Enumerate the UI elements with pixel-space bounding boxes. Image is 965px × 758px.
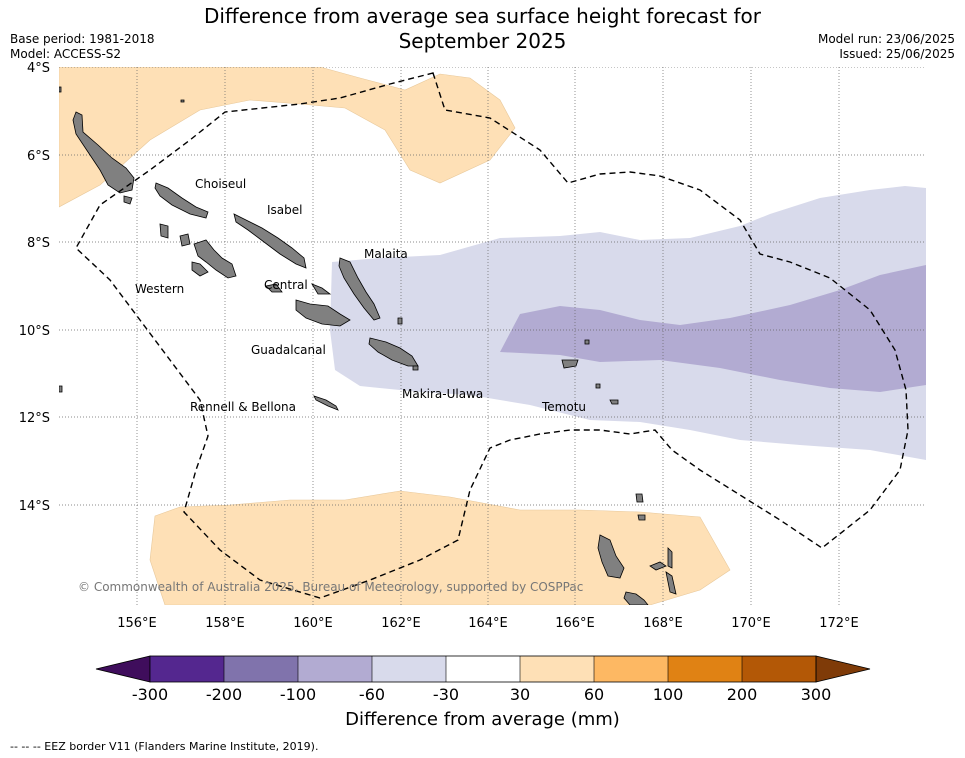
- anomaly-positive-north: [59, 67, 516, 208]
- islands: [59, 86, 677, 605]
- lon-label: 156°E: [117, 616, 157, 631]
- island-new-georgia: [193, 239, 237, 279]
- colorbar-bin: [224, 656, 298, 682]
- colorbar-bin: [446, 656, 520, 682]
- island-sikaiana: [397, 317, 403, 325]
- colorbar-extend-low: [95, 655, 151, 683]
- lon-label: 160°E: [293, 616, 333, 631]
- place-malaita: Malaita: [364, 247, 408, 261]
- model-run: Model run: 23/06/2025: [817, 32, 955, 46]
- colorbar-extend-high: [815, 655, 871, 683]
- colorbar: -300 -200 -100 -60 -30 30 60 100 200 300: [95, 655, 871, 704]
- place-choiseul: Choiseul: [195, 177, 246, 191]
- lon-label: 168°E: [643, 616, 683, 631]
- island-pentecost: [665, 571, 677, 595]
- lon-label: 172°E: [819, 616, 859, 631]
- island-rennell: [313, 395, 339, 411]
- island-choiseul: [154, 182, 209, 219]
- eez-legend-note: -- -- -- EEZ border V11 (Flanders Marine…: [10, 740, 319, 753]
- colorbar-tick: -200: [206, 685, 242, 704]
- island-isabel: [233, 213, 307, 269]
- island-espiritu-santo: [597, 534, 625, 579]
- island-nukumanu: [59, 86, 62, 93]
- place-temotu: Temotu: [541, 400, 586, 414]
- island-russell: [265, 283, 283, 293]
- island-ulawa: [412, 365, 419, 371]
- place-makira: Makira-Ulawa: [402, 387, 483, 401]
- island-banks: [635, 493, 644, 503]
- lon-label: 162°E: [381, 616, 421, 631]
- colorbar-tick: -300: [132, 685, 168, 704]
- island-vanikoro: [595, 383, 601, 389]
- place-guadalcanal: Guadalcanal: [251, 343, 326, 357]
- lon-label: 170°E: [731, 616, 771, 631]
- map-area: [59, 67, 926, 605]
- island-santa-cruz: [561, 359, 579, 369]
- title-line-2: September 2025: [398, 29, 567, 53]
- lat-label: 14°S: [19, 499, 50, 514]
- island-rendova: [191, 261, 209, 277]
- island-west-small: [59, 385, 63, 393]
- lat-label: 12°S: [19, 411, 50, 426]
- lon-label: 166°E: [555, 616, 595, 631]
- island-malekula: [623, 591, 649, 605]
- place-rennell: Rennell & Bellona: [190, 400, 296, 414]
- island-ontong: [180, 99, 185, 103]
- island-malaita: [338, 257, 381, 321]
- anomaly-positive-south: [149, 490, 731, 605]
- colorbar-bin: [520, 656, 594, 682]
- meta-right: Model run: 23/06/2025 Issued: 25/06/2025: [818, 32, 955, 62]
- place-central: Central: [264, 278, 308, 292]
- colorbar-bin: [742, 656, 816, 682]
- colorbar-bin: [150, 656, 224, 682]
- island-maewo: [667, 547, 673, 569]
- lat-label: 6°S: [27, 149, 50, 164]
- lon-axis: 156°E 158°E 160°E 162°E 164°E 166°E 168°…: [117, 616, 859, 631]
- lon-label: 164°E: [468, 616, 508, 631]
- place-names: Choiseul Isabel Malaita Western Central …: [135, 177, 586, 414]
- island-shortland: [123, 195, 133, 205]
- island-utupua: [609, 399, 619, 405]
- colorbar-tick: -100: [280, 685, 316, 704]
- island-torres: [637, 514, 646, 521]
- anomaly-negative-mid: [500, 265, 926, 392]
- colorbar-bin: [372, 656, 446, 682]
- model-name: Model: ACCESS-S2: [10, 47, 122, 61]
- meta-left: Base period: 1981-2018 Model: ACCESS-S2: [10, 32, 155, 62]
- colorbar-bin: [668, 656, 742, 682]
- island-florida: [311, 283, 332, 295]
- island-tikopia: [584, 339, 590, 345]
- issued-date: Issued: 25/06/2025: [839, 47, 955, 61]
- lat-label: 8°S: [27, 236, 50, 251]
- copyright-notice: © Commonwealth of Australia 2025, Bureau…: [78, 580, 584, 594]
- colorbar-tick: 300: [801, 685, 832, 704]
- colorbar-bin: [298, 656, 372, 682]
- island-guadalcanal: [295, 299, 351, 327]
- lat-label: 4°S: [27, 61, 50, 76]
- island-vella: [159, 223, 169, 239]
- place-western: Western: [135, 282, 184, 296]
- colorbar-tick: 200: [727, 685, 758, 704]
- colorbar-tick: -30: [433, 685, 459, 704]
- base-period: Base period: 1981-2018: [10, 32, 155, 46]
- island-ambae: [649, 561, 667, 571]
- colorbar-tick: 100: [653, 685, 684, 704]
- colorbar-tick: 30: [510, 685, 530, 704]
- colorbar-bin: [594, 656, 668, 682]
- colorbar-tick: -60: [359, 685, 385, 704]
- eez-border: [75, 72, 909, 599]
- lon-label: 158°E: [205, 616, 245, 631]
- lat-axis: 4°S 6°S 8°S 10°S 12°S 14°S: [19, 61, 50, 514]
- title-line-1: Difference from average sea surface heig…: [203, 4, 762, 28]
- colorbar-label: Difference from average (mm): [345, 709, 620, 730]
- colorbar-tick: 60: [584, 685, 604, 704]
- island-bougainville: [72, 111, 135, 194]
- place-isabel: Isabel: [267, 203, 302, 217]
- island-kolombangara: [179, 233, 191, 247]
- map-title: Difference from average sea surface heig…: [0, 4, 965, 54]
- lat-label: 10°S: [19, 324, 50, 339]
